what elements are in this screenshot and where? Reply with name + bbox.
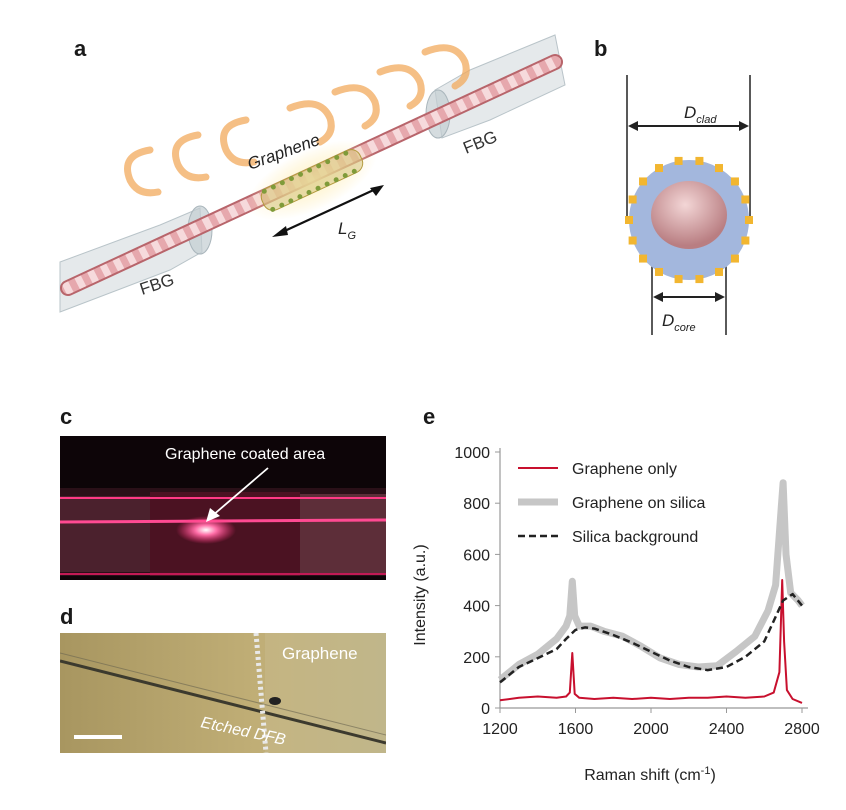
graphene-dot [730,177,739,186]
series-silica-background [499,592,803,684]
graphene-dot [628,195,637,204]
graphene-dot [741,195,750,204]
graphene-dots [625,156,753,284]
fbg-label-right: FBG [460,127,500,158]
graphene-dot [655,267,663,276]
annotation-arrow [206,467,269,522]
graphene-dot [745,216,753,224]
series-graphene-on-silica [497,479,805,683]
laser-hotspot [176,516,236,544]
fiber-core-disk [651,181,727,249]
raman-chart: 0 200 400 600 800 1000 1200 1600 2000 2400 2800 Gr… [412,445,820,784]
graphene-dot [628,236,637,245]
graphene-dot [674,275,683,284]
y-axis-label: Intensity (a.u.) [412,544,429,645]
heat-arrow-1 [124,146,162,197]
graphene-dot [655,164,663,173]
etched-fiber-line [253,633,269,753]
heat-arrow-4 [286,100,335,146]
length-label: LG [338,219,356,242]
panel-e-letter: e [423,404,436,429]
clad-subscript: clad [696,114,717,126]
y-tick-label: 1000 [454,445,490,462]
core-dimension-arrow [653,292,725,302]
panel-d-letter: d [60,604,74,629]
series-graphene-only [499,579,803,704]
core-subscript: core [674,322,695,334]
panel-b-cross-section: Dclad Dcore [625,75,753,335]
y-tick-label: 400 [463,599,490,616]
x-tick-label: 2000 [633,721,669,738]
graphene-dot [639,254,648,263]
x-axis-label: Raman shift (cm-1) [584,765,716,784]
panel-c-photo: Graphene coated area [60,436,386,580]
core-diameter-label: Dcore [662,311,696,334]
graphene-coated-area-label: Graphene coated area [165,446,325,463]
graphene-dot [715,164,723,173]
panel-d-micrograph: Graphene Etched DFB [60,633,386,753]
graphene-dot [625,216,633,224]
y-tick-label: 800 [463,496,490,513]
length-arrow [272,185,384,237]
heat-arrow-6 [376,64,425,110]
panel-a-fiber-illustration: Graphene FBG FBG LG [59,34,566,313]
clad-dimension-arrow [628,121,749,131]
legend-label: Silica background [572,529,698,546]
length-subscript: G [347,230,356,242]
heat-arrow-3 [220,116,258,167]
legend-label: Graphene only [572,461,677,478]
graphene-dot [730,254,739,263]
graphene-coating [260,149,364,212]
panel-c-letter: c [60,404,73,429]
x-tick-label: 2400 [709,721,745,738]
heat-flow-arrows [124,44,470,197]
heat-arrow-7 [421,44,470,90]
x-tick-label: 1600 [558,721,594,738]
graphene-dot [695,275,704,284]
y-tick-label: 200 [463,650,490,667]
heat-arrow-5 [331,84,380,130]
graphene-dot [715,267,723,276]
legend-label: Graphene on silica [572,495,706,512]
graphene-dot [695,156,704,165]
graphene-dot [639,177,648,186]
graphene-region-label: Graphene [282,644,358,663]
graphene-dot [674,156,683,165]
x-tick-label: 2800 [784,721,820,738]
clad-diameter-label: Dclad [684,103,717,126]
y-tick-label: 0 [481,701,490,718]
y-tick-label: 600 [463,547,490,564]
panel-b-letter: b [594,36,608,61]
x-tick-label: 1200 [482,721,518,738]
graphene-dot [741,236,750,245]
panel-a-letter: a [74,36,87,61]
heat-arrow-2 [172,131,210,182]
